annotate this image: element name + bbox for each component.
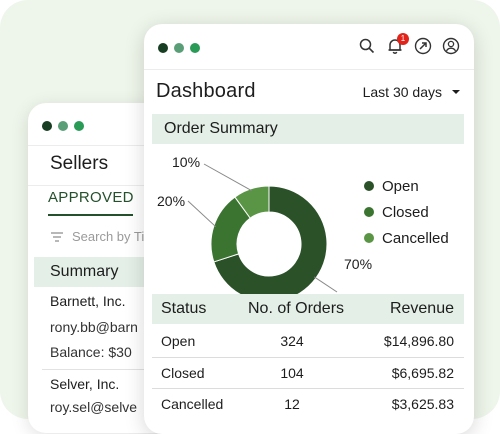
- leader-line: [187, 200, 217, 228]
- legend-label: Open: [382, 177, 419, 195]
- divider: [144, 69, 474, 70]
- window-dot-maximize[interactable]: [74, 121, 84, 131]
- search-placeholder: Search by Ti: [72, 229, 145, 244]
- search-icon[interactable]: [358, 37, 376, 55]
- slice-label-open: 70%: [344, 256, 373, 272]
- dashboard-window: 1 Dashboard Last 30 days Order Summary: [144, 24, 474, 434]
- cell-orders: 324: [280, 333, 304, 349]
- filter-icon: [51, 231, 63, 242]
- table-row[interactable]: Closed 104 $6,695.82: [152, 358, 464, 388]
- divider: [152, 357, 464, 358]
- window-dot-close[interactable]: [42, 121, 52, 131]
- search-field[interactable]: Search by Ti: [50, 229, 144, 244]
- seller-name[interactable]: Selver, Inc.: [50, 376, 120, 392]
- orders-table-header: Status No. of Orders Revenue: [152, 294, 464, 324]
- cell-status: Open: [161, 333, 196, 349]
- divider: [42, 369, 228, 370]
- table-row[interactable]: Open 324 $14,896.80: [152, 326, 464, 356]
- cell-revenue: $3,625.83: [391, 396, 454, 412]
- cell-orders: 12: [284, 396, 300, 412]
- page-title: Dashboard: [156, 80, 256, 102]
- user-icon[interactable]: [442, 37, 460, 55]
- legend-swatch: [364, 181, 374, 191]
- cell-status: Cancelled: [161, 396, 224, 412]
- slice-open[interactable]: [213, 185, 328, 303]
- legend-swatch: [364, 233, 374, 243]
- notification-badge: 1: [397, 33, 409, 45]
- divider: [28, 145, 228, 146]
- legend-label: Closed: [382, 203, 429, 221]
- divider: [28, 185, 228, 186]
- leader-line: [314, 276, 338, 293]
- caret-down-icon: [452, 90, 460, 94]
- cell-status: Closed: [161, 365, 205, 381]
- bell-icon[interactable]: 1: [386, 33, 409, 55]
- external-link-icon[interactable]: [414, 37, 432, 55]
- order-summary-header: Order Summary: [152, 114, 464, 144]
- order-donut-chart: [187, 163, 338, 303]
- seller-balance: Balance: $30: [50, 344, 132, 360]
- divider: [152, 388, 464, 389]
- chart-legend: Open Closed Cancelled: [364, 173, 449, 251]
- legend-swatch: [364, 207, 374, 217]
- seller-email: rony.bb@barn: [50, 319, 138, 335]
- cell-revenue: $6,695.82: [391, 365, 454, 381]
- sellers-title: Sellers: [50, 153, 109, 174]
- table-row[interactable]: Cancelled 12 $3,625.83: [152, 389, 464, 419]
- window-controls: [42, 121, 84, 131]
- seller-email: roy.sel@selve: [50, 399, 138, 415]
- column-header-status: Status: [161, 300, 207, 317]
- tab-approved[interactable]: APPROVED: [48, 189, 133, 216]
- window-dot-maximize[interactable]: [190, 43, 200, 53]
- date-range-dropdown[interactable]: Last 30 days: [363, 84, 460, 100]
- top-toolbar: 1: [358, 33, 460, 55]
- legend-label: Cancelled: [382, 229, 449, 247]
- column-header-orders: No. of Orders: [247, 300, 345, 317]
- slice-cancelled[interactable]: [234, 185, 270, 219]
- window-dot-minimize[interactable]: [174, 43, 184, 53]
- seller-name[interactable]: Barnett, Inc.: [50, 293, 126, 309]
- window-dot-close[interactable]: [158, 43, 168, 53]
- window-controls: [158, 43, 200, 53]
- slice-label-cancelled: 10%: [172, 154, 201, 170]
- slice-label-closed: 20%: [157, 193, 186, 209]
- column-header-revenue: Revenue: [389, 300, 454, 317]
- legend-item-cancelled: Cancelled: [364, 225, 449, 251]
- leader-line: [203, 163, 252, 192]
- legend-item-open: Open: [364, 173, 449, 199]
- date-range-label: Last 30 days: [362, 84, 442, 100]
- cell-revenue: $14,896.80: [383, 333, 454, 349]
- cell-orders: 104: [280, 365, 304, 381]
- legend-item-closed: Closed: [364, 199, 449, 225]
- window-dot-minimize[interactable]: [58, 121, 68, 131]
